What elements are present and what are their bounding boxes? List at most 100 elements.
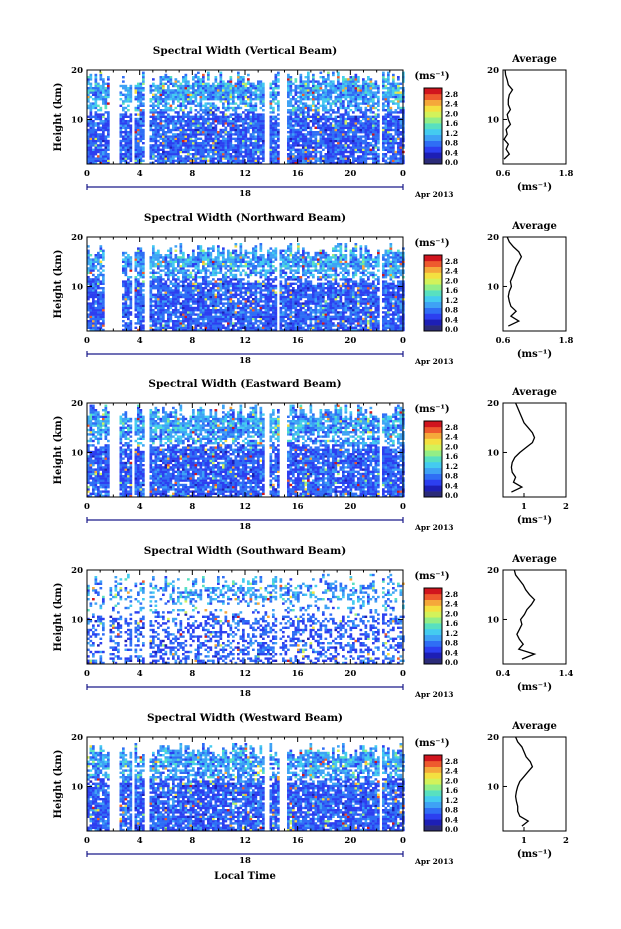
heatmap-cell (254, 126, 258, 129)
heatmap-cell (337, 89, 340, 92)
heatmap-cell (399, 133, 403, 136)
heatmap-cell (257, 120, 260, 123)
heatmap-cell (272, 109, 275, 112)
heatmap-cell (249, 91, 253, 94)
heatmap-cell (89, 106, 93, 110)
heatmap-cell (177, 153, 180, 156)
heatmap-cell (237, 82, 240, 85)
heatmap-cell (349, 87, 353, 90)
heatmap-cell (312, 120, 315, 123)
heatmap-cell (174, 289, 178, 292)
heatmap-cell (352, 100, 355, 103)
heatmap-cell (182, 157, 185, 160)
heatmap-cell (89, 254, 93, 257)
heatmap-cell (359, 89, 363, 92)
heatmap-cell (187, 117, 190, 121)
heatmap-cell (369, 131, 373, 134)
heatmap-cell (362, 135, 365, 138)
heatmap-cell (289, 153, 293, 156)
heatmap-cell (142, 128, 145, 132)
heatmap-cell (297, 87, 300, 90)
heatmap-cell (249, 87, 253, 90)
heatmap-cell (104, 150, 108, 154)
heatmap-cell (214, 146, 218, 149)
heatmap-cell (354, 124, 358, 127)
heatmap-cell (192, 291, 195, 294)
heatmap-cell (314, 104, 318, 107)
heatmap-cell (274, 84, 278, 88)
heatmap-cell (324, 89, 328, 92)
heatmap-cell (102, 161, 105, 165)
heatmap-cell (99, 78, 103, 81)
heatmap-cell (189, 135, 193, 138)
heatmap-cell (197, 324, 200, 327)
heatmap-cell (357, 120, 360, 123)
heatmap-cell (162, 153, 165, 156)
heatmap-cell (399, 144, 403, 147)
heatmap-cell (262, 113, 265, 116)
heatmap-cell (157, 306, 160, 310)
heatmap-cell (94, 124, 98, 127)
heatmap-cell (162, 317, 165, 321)
heatmap-cell (179, 131, 183, 134)
heatmap-cell (154, 293, 158, 296)
heatmap-cell (347, 82, 350, 85)
heatmap-cell (212, 146, 215, 149)
heatmap-cell (174, 293, 178, 296)
heatmap-cell (194, 157, 198, 160)
heatmap-cell (332, 100, 335, 103)
heatmap-cell (362, 150, 365, 154)
heatmap-cell (222, 131, 225, 134)
heatmap-cell (349, 98, 353, 101)
heatmap-cell (349, 102, 353, 105)
heatmap-cell (287, 84, 290, 88)
heatmap-cell (307, 133, 310, 136)
heatmap-cell (242, 122, 245, 125)
heatmap-cell (179, 106, 183, 110)
heatmap-cell (207, 128, 210, 132)
heatmap-cell (164, 89, 168, 92)
heatmap-cell (162, 155, 165, 158)
heatmap-cell (127, 89, 130, 92)
heatmap-cell (89, 322, 93, 325)
heatmap-cell (342, 93, 345, 96)
heatmap-cell (149, 124, 153, 127)
heatmap-cell (287, 124, 290, 127)
heatmap-cell (182, 87, 185, 90)
heatmap-cell (124, 287, 128, 290)
heatmap-cell (374, 161, 378, 165)
heatmap-cell (392, 76, 395, 79)
heatmap-cell (89, 73, 93, 77)
heatmap-cell (327, 71, 330, 74)
heatmap-cell (287, 131, 290, 134)
heatmap-cell (304, 126, 308, 129)
heatmap-cell (239, 102, 243, 105)
heatmap-cell (157, 84, 160, 88)
heatmap-cell (89, 115, 93, 118)
heatmap-cell (259, 98, 263, 101)
heatmap-cell (224, 93, 228, 96)
heatmap-cell (372, 139, 375, 143)
heatmap-cell (244, 113, 248, 116)
heatmap-cell (124, 159, 128, 162)
heatmap-cell (137, 251, 140, 255)
heatmap-cell (177, 260, 180, 263)
heatmap-cell (97, 278, 100, 281)
heatmap-cell (332, 73, 335, 77)
heatmap-cell (287, 109, 290, 112)
heatmap-cell (187, 128, 190, 132)
heatmap-cell (392, 100, 395, 103)
heatmap-cell (324, 155, 328, 158)
heatmap-cell (392, 84, 395, 88)
heatmap-cell (327, 84, 330, 88)
heatmap-cell (159, 282, 163, 285)
heatmap-cell (337, 148, 340, 151)
heatmap-cell (179, 280, 183, 283)
heatmap-cell (257, 89, 260, 92)
heatmap-cell (169, 265, 173, 268)
heatmap-cell (87, 104, 90, 107)
heatmap-cell (322, 155, 325, 158)
heatmap-cell (184, 273, 188, 277)
heatmap-cell (272, 137, 275, 140)
heatmap-cell (194, 280, 198, 283)
